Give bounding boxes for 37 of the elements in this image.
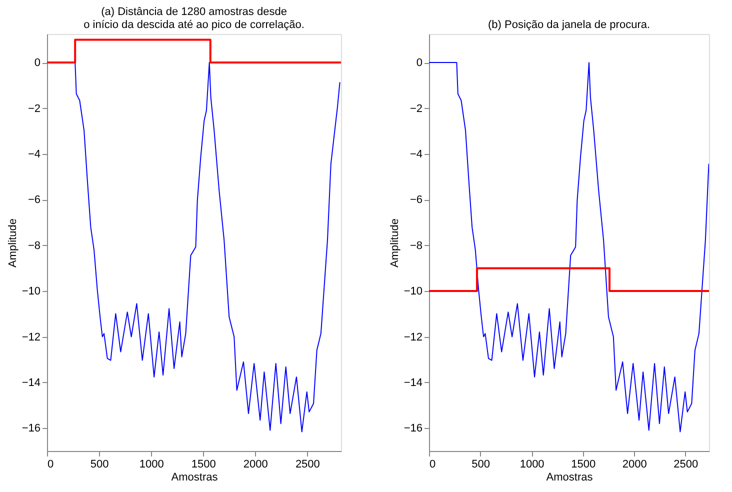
y-tick-label: −8	[410, 240, 422, 252]
y-axis-title: Amplitude	[6, 218, 19, 268]
y-tick-label: −14	[404, 376, 422, 389]
y-tick-label: −14	[22, 376, 40, 389]
x-tick-label: 1000	[520, 458, 544, 470]
x-tick-label: 500	[472, 458, 490, 470]
y-tick-label: 0	[416, 57, 422, 70]
y-tick-label: −12	[22, 331, 40, 344]
y-tick-label: −2	[28, 102, 40, 115]
y-tick-label: −12	[404, 331, 422, 344]
x-tick-label: 0	[430, 458, 436, 470]
x-axis-title: Amostras	[171, 472, 218, 484]
chart-title: (b) Posição da janela de procura.	[488, 19, 650, 31]
y-tick-label: −8	[28, 240, 40, 252]
y-tick-label: −16	[22, 422, 40, 435]
x-tick-label: 2500	[674, 458, 698, 470]
x-axis-title: Amostras	[546, 472, 594, 484]
y-tick-label: 0	[34, 57, 40, 70]
x-tick-label: 2000	[243, 458, 268, 470]
y-axis-title: Amplitude	[388, 218, 401, 268]
x-tick-label: 0	[48, 458, 54, 470]
y-tick-label: −4	[28, 148, 40, 160]
x-tick-label: 2500	[295, 458, 320, 470]
line-series	[429, 62, 709, 432]
y-tick-label: −16	[404, 422, 422, 435]
chart-title: (a) Distância de 1280 amostras desde o início da descida até ao pico de correlação.	[84, 6, 304, 31]
y-tick-label: −10	[22, 286, 40, 298]
y-tick-label: −4	[410, 148, 422, 160]
y-tick-label: −6	[410, 194, 422, 206]
x-tick-label: 2000	[622, 458, 647, 470]
y-tick-label: −10	[404, 286, 422, 298]
x-tick-label: 1500	[571, 458, 596, 470]
x-tick-label: 1000	[139, 458, 164, 470]
y-tick-label: −6	[28, 194, 40, 206]
x-tick-label: 500	[90, 458, 109, 470]
x-tick-label: 1500	[191, 458, 216, 470]
y-tick-label: −2	[410, 102, 422, 115]
